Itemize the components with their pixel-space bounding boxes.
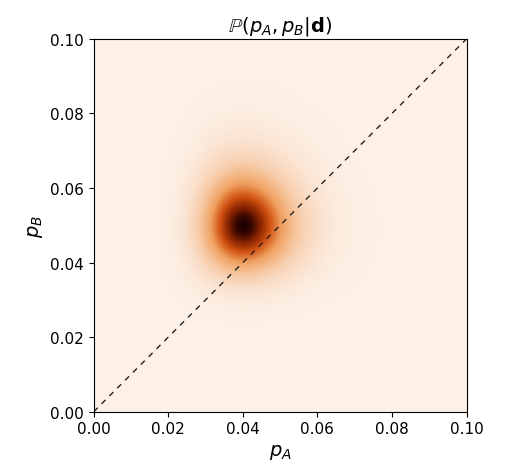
- Y-axis label: $p_B$: $p_B$: [25, 214, 45, 237]
- Title: $\mathbb{P}(p_A, p_B|\mathbf{d})$: $\mathbb{P}(p_A, p_B|\mathbf{d})$: [228, 15, 332, 38]
- X-axis label: $p_A$: $p_A$: [269, 442, 292, 461]
